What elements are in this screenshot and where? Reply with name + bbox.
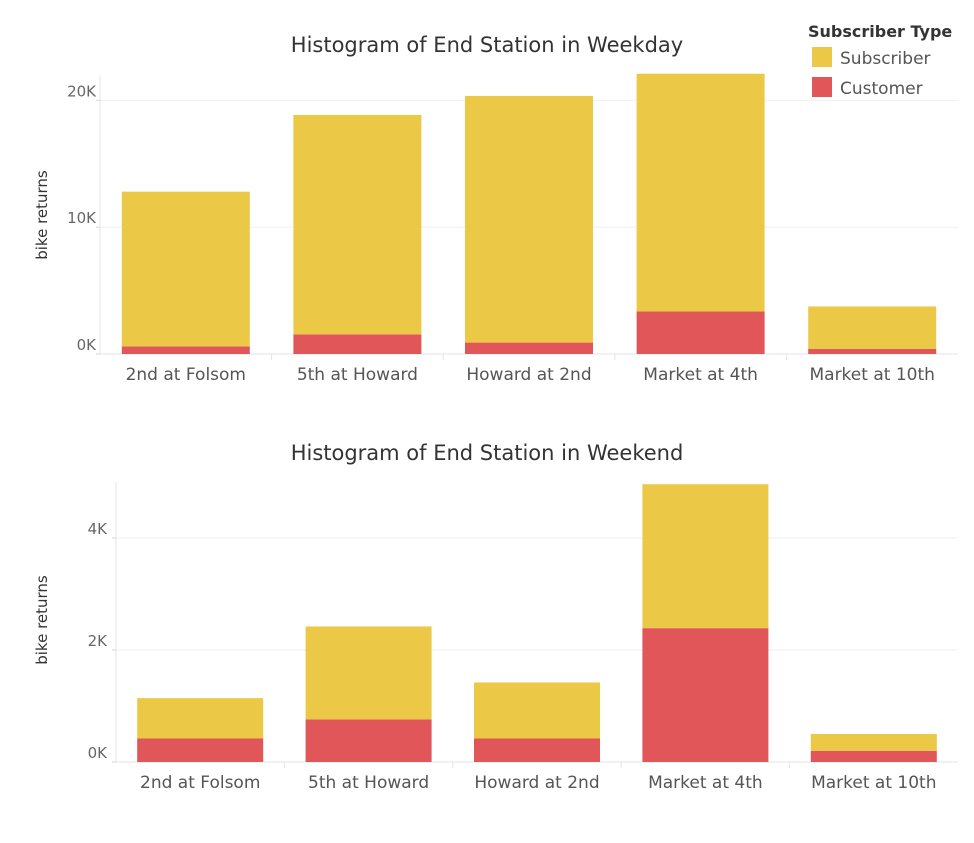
x-category-label: 5th at Howard	[308, 773, 429, 793]
x-category-label: Market at 10th	[811, 773, 936, 793]
x-category-label: Market at 10th	[809, 365, 934, 385]
legend-title: Subscriber Type	[808, 22, 952, 41]
chart-title: Histogram of End Station in Weekend	[291, 441, 684, 465]
weekday-chart: Histogram of End Station in Weekday bike …	[33, 33, 958, 385]
x-category-label: Market at 4th	[648, 773, 763, 793]
y-tick-label: 0K	[77, 336, 98, 354]
weekend-chart: Histogram of End Station in Weekend bike …	[33, 441, 958, 793]
x-category-label: Howard at 2nd	[474, 773, 599, 793]
bar-customer-howard-at-2nd	[474, 738, 600, 762]
legend-label-customer: Customer	[840, 79, 923, 99]
bar-subscriber-market-at-4th	[642, 484, 769, 629]
y-tick-label: 20K	[67, 82, 97, 100]
bar-subscriber-market-at-10th	[808, 306, 937, 349]
chart-title: Histogram of End Station in Weekday	[291, 33, 683, 57]
x-category-label: Market at 4th	[643, 365, 758, 385]
bar-customer-5th-at-howard	[305, 719, 432, 762]
y-tick-label: 0K	[88, 744, 109, 762]
y-tick-label: 4K	[88, 520, 109, 538]
legend-swatch-customer	[812, 77, 832, 97]
x-category-label: 5th at Howard	[297, 365, 418, 385]
legend-swatch-subscriber	[812, 47, 832, 67]
bar-customer-5th-at-howard	[293, 334, 422, 354]
x-category-label: 2nd at Folsom	[140, 773, 260, 793]
bar-subscriber-2nd-at-folsom	[121, 191, 250, 347]
bar-customer-market-at-10th	[810, 750, 937, 762]
y-axis-title: bike returns	[33, 575, 51, 665]
legend-label-subscriber: Subscriber	[840, 49, 931, 69]
bar-customer-2nd-at-folsom	[121, 346, 250, 354]
bar-subscriber-5th-at-howard	[293, 114, 422, 335]
y-tick-label: 2K	[88, 632, 109, 650]
bar-subscriber-howard-at-2nd	[465, 95, 593, 343]
bar-customer-market-at-10th	[808, 348, 937, 354]
bar-customer-howard-at-2nd	[465, 342, 593, 354]
bar-customer-market-at-4th	[642, 628, 769, 762]
bar-subscriber-market-at-10th	[810, 734, 937, 751]
bar-subscriber-market-at-4th	[636, 73, 765, 312]
y-tick-label: 10K	[67, 209, 97, 227]
x-category-label: Howard at 2nd	[466, 365, 591, 385]
bar-subscriber-5th-at-howard	[305, 626, 432, 720]
bar-customer-2nd-at-folsom	[137, 738, 264, 762]
x-category-label: 2nd at Folsom	[126, 365, 246, 385]
legend: Subscriber Type Subscriber Customer	[808, 22, 952, 99]
bar-customer-market-at-4th	[636, 311, 765, 354]
bar-subscriber-howard-at-2nd	[474, 682, 600, 739]
bar-subscriber-2nd-at-folsom	[137, 698, 264, 739]
y-axis-title: bike returns	[33, 170, 51, 260]
